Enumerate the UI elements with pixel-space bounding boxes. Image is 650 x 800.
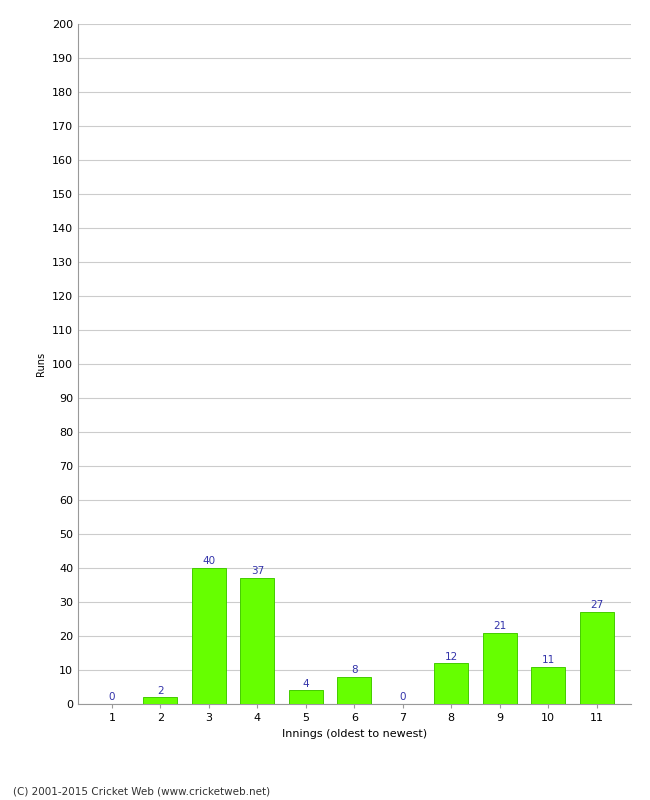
Text: 4: 4 xyxy=(302,678,309,689)
Y-axis label: Runs: Runs xyxy=(36,352,46,376)
Bar xyxy=(531,666,565,704)
Bar xyxy=(289,690,323,704)
Text: 8: 8 xyxy=(351,665,358,675)
Bar xyxy=(434,663,468,704)
Bar xyxy=(580,612,614,704)
Text: 0: 0 xyxy=(109,692,115,702)
X-axis label: Innings (oldest to newest): Innings (oldest to newest) xyxy=(281,729,427,738)
Text: 40: 40 xyxy=(202,556,215,566)
Text: 2: 2 xyxy=(157,686,164,695)
Bar xyxy=(144,697,177,704)
Bar xyxy=(192,568,226,704)
Text: (C) 2001-2015 Cricket Web (www.cricketweb.net): (C) 2001-2015 Cricket Web (www.cricketwe… xyxy=(13,786,270,796)
Text: 0: 0 xyxy=(400,692,406,702)
Text: 12: 12 xyxy=(445,651,458,662)
Text: 21: 21 xyxy=(493,621,506,631)
Text: 37: 37 xyxy=(251,566,264,577)
Text: 11: 11 xyxy=(541,655,554,665)
Text: 27: 27 xyxy=(590,601,603,610)
Bar xyxy=(483,633,517,704)
Bar xyxy=(337,677,371,704)
Bar xyxy=(240,578,274,704)
